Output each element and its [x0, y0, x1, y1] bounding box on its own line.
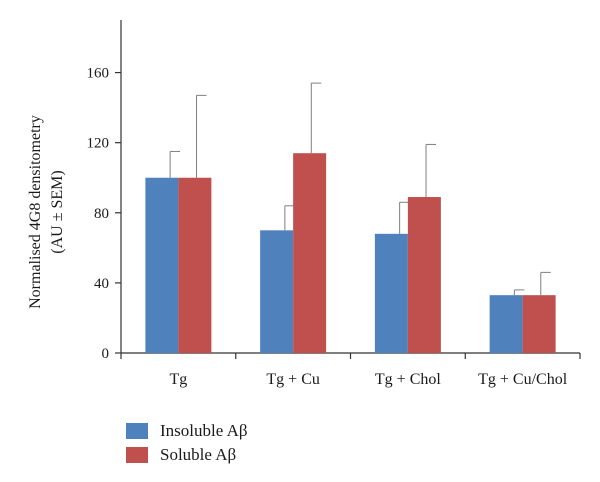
legend: Insoluble Aβ Soluble Aβ [126, 420, 248, 468]
plot-area: 0 40 80 120 160 Tg Tg + Cu Tg + Chol Tg + Cu/Cho… [87, 20, 581, 388]
y-axis-label-line-2: (AU ± SEM) [49, 170, 66, 253]
y-axis-label-line-1: Normalised 4G8 densitometry [27, 115, 44, 309]
x-category-label: Tg + Chol [375, 371, 441, 388]
bar [407, 197, 441, 353]
legend-label-soluble: Soluble Aβ [160, 445, 237, 464]
y-tick-label: 80 [94, 206, 109, 222]
legend-label-insoluble: Insoluble Aβ [160, 421, 248, 440]
bar [260, 230, 294, 353]
x-category-label: Tg + Cu/Chol [478, 371, 568, 388]
y-tick-label: 120 [87, 136, 110, 152]
legend-item-soluble: Soluble Aβ [126, 444, 248, 466]
y-tick-label: 40 [94, 276, 109, 292]
bar [522, 295, 556, 353]
bar [293, 153, 327, 353]
x-category-label: Tg + Cu [266, 371, 319, 388]
y-tick-label: 160 [87, 66, 110, 82]
bar [145, 177, 179, 353]
legend-item-insoluble: Insoluble Aβ [126, 420, 248, 442]
legend-swatch-soluble [126, 447, 148, 463]
legend-swatch-insoluble [126, 423, 148, 439]
bar [178, 177, 212, 353]
y-tick-label: 0 [102, 346, 110, 362]
bar [374, 233, 408, 353]
bar [489, 295, 523, 353]
x-category-label: Tg [169, 371, 187, 388]
y-axis-label: Normalised 4G8 densitometry (AU ± SEM) [27, 115, 66, 309]
